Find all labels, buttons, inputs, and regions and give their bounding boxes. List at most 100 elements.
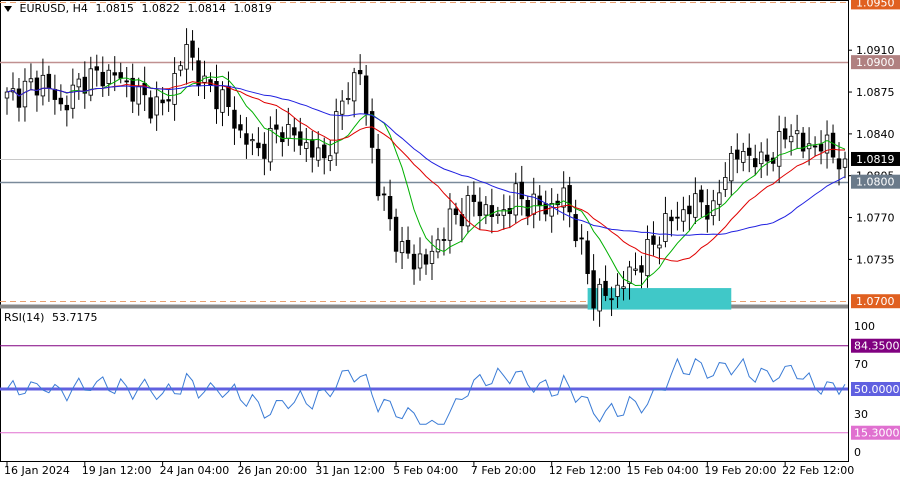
ma-mid-line xyxy=(6,81,845,262)
candle-body xyxy=(357,70,363,75)
candle-body xyxy=(800,132,806,152)
candle-body xyxy=(363,75,369,114)
time-tick-label: 22 Feb 12:00 xyxy=(782,464,854,477)
candle-body xyxy=(226,85,231,108)
candle-body xyxy=(699,189,704,203)
candle-body xyxy=(663,213,668,242)
rsi-value: 53.7175 xyxy=(51,311,98,324)
rsi-level-tag-label: 15.3000 xyxy=(854,427,900,440)
candle-body xyxy=(310,139,315,158)
rsi-label: RSI(14) xyxy=(4,311,45,324)
candle-body xyxy=(776,131,782,167)
candle-body xyxy=(387,196,393,220)
candle-body xyxy=(669,216,674,222)
candle-body xyxy=(250,139,255,142)
candle-body xyxy=(214,81,219,110)
candle-body xyxy=(818,143,824,152)
candle-body xyxy=(106,69,111,84)
rsi-level-tag xyxy=(851,382,900,396)
time-tick-label: 19 Feb 20:00 xyxy=(704,464,776,477)
candle-body xyxy=(88,68,93,96)
candle-body xyxy=(830,132,836,158)
candle-body xyxy=(764,154,770,162)
candle-body xyxy=(621,286,626,289)
candle-body xyxy=(753,158,758,168)
candle-body xyxy=(615,284,620,297)
candle-body xyxy=(423,254,429,265)
candle-body xyxy=(232,109,237,129)
candle-body xyxy=(280,132,285,143)
time-tick-label: 24 Jan 04:00 xyxy=(160,464,230,477)
candle-body xyxy=(22,80,28,108)
candle-body xyxy=(58,97,64,105)
price-level-tag-label: 1.0900 xyxy=(856,56,895,69)
rsi-tick-label: 100 xyxy=(854,320,875,333)
candle-body xyxy=(447,208,453,241)
candle-body xyxy=(345,98,351,100)
candle-body xyxy=(723,177,728,190)
price-tick-label: 1.0910 xyxy=(856,44,895,57)
candle-body xyxy=(274,124,279,130)
rsi-level-tag xyxy=(851,425,900,440)
time-tick-label: 26 Jan 20:00 xyxy=(237,464,307,477)
candle-body xyxy=(681,209,686,222)
candle-body xyxy=(268,127,273,163)
candle-body xyxy=(28,78,34,83)
candle-body xyxy=(393,216,399,252)
candle-body xyxy=(675,216,680,219)
collapse-triangle-icon[interactable] xyxy=(4,6,12,12)
candle-body xyxy=(435,239,441,253)
candle-body xyxy=(657,244,662,249)
candle-body xyxy=(292,127,297,136)
candle-body xyxy=(76,78,82,88)
candle-body xyxy=(453,208,459,216)
candle-body xyxy=(483,204,489,216)
candle-body xyxy=(489,205,495,217)
ma-slow-line xyxy=(6,84,846,236)
candle-body xyxy=(627,266,632,284)
time-tick-label: 16 Jan 2024 xyxy=(4,464,70,477)
candle-body xyxy=(693,193,698,218)
candle-body xyxy=(477,201,483,217)
rsi-level-tag-label: 84.3500 xyxy=(854,340,900,353)
candle-body xyxy=(166,99,171,102)
candle-body xyxy=(208,79,213,86)
chart-header: EURUSD, H4 1.0815 1.0822 1.0814 1.0819 xyxy=(4,2,276,15)
rsi-level-tag xyxy=(851,338,900,353)
candle-body xyxy=(40,74,46,97)
candle-body xyxy=(256,142,261,149)
candle-body xyxy=(639,265,644,273)
price-tick-label: 1.0770 xyxy=(856,212,895,225)
candle-body xyxy=(339,100,345,115)
rsi-level-tag-label: 50.0000 xyxy=(854,383,900,396)
candle-body xyxy=(148,97,153,119)
candle-body xyxy=(381,193,387,196)
candle-body xyxy=(471,194,477,202)
candle-body xyxy=(609,298,614,301)
candle-body xyxy=(52,88,58,100)
candle-body xyxy=(112,72,117,76)
candle-body xyxy=(579,237,584,240)
candle-body xyxy=(238,124,243,131)
candle-body xyxy=(304,142,309,149)
candle-body xyxy=(136,85,141,105)
candle-body xyxy=(465,195,471,227)
candle-body xyxy=(286,124,291,139)
candle-body xyxy=(124,80,129,83)
candle-body xyxy=(836,158,842,170)
price-tick-label: 1.0840 xyxy=(856,128,895,141)
candle-body xyxy=(184,44,189,70)
candle-body xyxy=(399,241,405,254)
price-level-tag xyxy=(851,174,900,189)
candle-body xyxy=(142,82,147,96)
candle-body xyxy=(262,143,267,159)
candle-body xyxy=(4,91,10,99)
candle-body xyxy=(824,134,830,154)
candle-body xyxy=(70,84,76,109)
price-tick-label: 1.0735 xyxy=(856,253,895,266)
candle-body xyxy=(417,253,423,269)
candle-body xyxy=(794,130,800,135)
ohlc-close: 1.0819 xyxy=(233,2,272,15)
ohlc-open: 1.0815 xyxy=(95,2,134,15)
